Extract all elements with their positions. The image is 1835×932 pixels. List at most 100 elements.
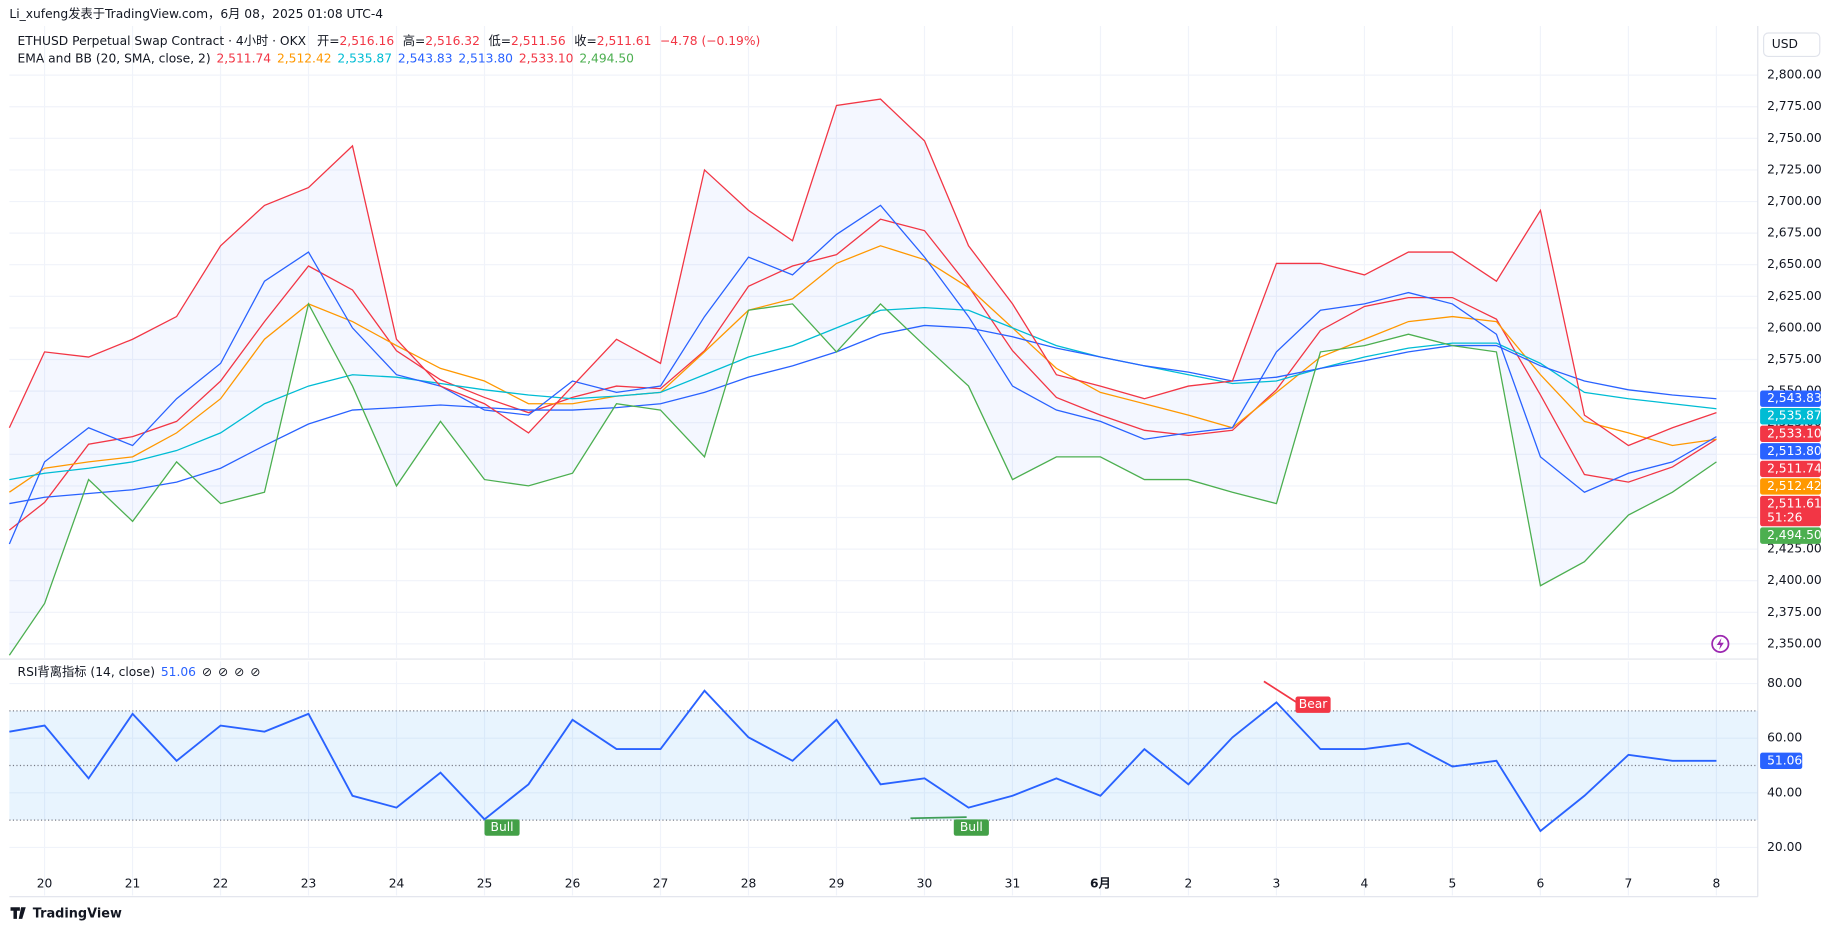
y-tick-label: 40.00 bbox=[1767, 785, 1802, 799]
price-tag bbox=[1760, 460, 1821, 478]
annotation-box bbox=[1295, 696, 1331, 713]
price-tag-label: 51.06 bbox=[1767, 753, 1802, 767]
countdown: 51:26 bbox=[1767, 511, 1803, 525]
x-tick-label: 6 bbox=[1537, 876, 1545, 890]
x-tick-label: 6月 bbox=[1090, 876, 1111, 890]
price-tag-label: 2,535.87 bbox=[1767, 409, 1822, 423]
ohlc-value: 2,516.16 bbox=[340, 34, 395, 48]
price-tag-label: 2,512.42 bbox=[1767, 479, 1822, 493]
annotation: Bear bbox=[1299, 697, 1328, 711]
y-tick-label: 2,350.00 bbox=[1767, 636, 1822, 650]
ohlc-value: 2,511.56 bbox=[511, 34, 566, 48]
symbol-legend: ETHUSD Perpetual Swap Contract · 4小时 · O… bbox=[18, 33, 761, 48]
price-tag bbox=[1760, 390, 1821, 407]
legend-value: 2,494.50 bbox=[579, 51, 634, 65]
y-tick-label: 20.00 bbox=[1767, 840, 1802, 854]
legend-value: 2,512.42 bbox=[277, 51, 332, 65]
x-tick-label: 4 bbox=[1361, 876, 1369, 890]
annotation: Bull bbox=[491, 820, 514, 834]
series-line bbox=[8, 302, 1717, 656]
y-tick-label: 2,750.00 bbox=[1767, 131, 1822, 145]
legend-value: 2,513.80 bbox=[458, 51, 513, 65]
ohlc-key: 开= bbox=[317, 34, 340, 48]
x-tick-label: 30 bbox=[917, 876, 933, 890]
y-tick-label: 80.00 bbox=[1767, 676, 1802, 690]
y-tick-label: 2,725.00 bbox=[1767, 162, 1822, 176]
legend-value: 2,543.83 bbox=[398, 51, 453, 65]
series-line bbox=[9, 689, 1717, 833]
annotation: Bull bbox=[960, 820, 983, 834]
y-tick-label: 2,650.00 bbox=[1767, 257, 1822, 271]
currency: USD bbox=[1772, 37, 1798, 51]
legend-value: 51.06 bbox=[161, 664, 196, 678]
price-tag-label: 2,511.61 bbox=[1767, 497, 1822, 511]
x-tick-label: 2 bbox=[1185, 876, 1193, 890]
x-tick-label: 7 bbox=[1625, 876, 1633, 890]
price-tag-label: 2,513.80 bbox=[1767, 444, 1822, 458]
x-tick-label: 26 bbox=[565, 876, 581, 890]
legend-symbol: ⊘ bbox=[234, 664, 244, 678]
x-tick-label: 3 bbox=[1273, 876, 1281, 890]
y-tick-label: 2,375.00 bbox=[1767, 605, 1822, 619]
ohlc-value: 2,511.61 bbox=[597, 34, 652, 48]
price-tag-label: 2,533.10 bbox=[1767, 426, 1822, 440]
symbol: ETHUSD Perpetual Swap Contract · 4小时 · O… bbox=[18, 34, 307, 48]
price-tag bbox=[1760, 527, 1821, 544]
annotation-box bbox=[953, 819, 989, 836]
legend-value: 2,535.87 bbox=[337, 51, 392, 65]
x-tick-label: 5 bbox=[1449, 876, 1457, 890]
y-tick-label: 2,800.00 bbox=[1767, 68, 1822, 82]
x-tick-label: 31 bbox=[1005, 876, 1021, 890]
logo-mark bbox=[10, 907, 26, 919]
indicator-title: EMA and BB (20, SMA, close, 2) bbox=[18, 51, 211, 65]
ohlc-key: 低= bbox=[488, 34, 511, 48]
legend-symbol: ⊘ bbox=[218, 664, 228, 678]
price-tag bbox=[1760, 443, 1821, 460]
x-tick-label: 22 bbox=[213, 876, 229, 890]
price-tag bbox=[1760, 478, 1821, 495]
y-tick-label: 2,775.00 bbox=[1767, 99, 1822, 113]
change: −4.78 (−0.19%) bbox=[660, 34, 760, 48]
legend-symbol: ⊘ bbox=[202, 664, 212, 678]
legend-symbol: ⊘ bbox=[250, 664, 260, 678]
series-line bbox=[9, 307, 1717, 481]
legend-value: 2,533.10 bbox=[519, 51, 574, 65]
y-tick-label: 2,400.00 bbox=[1767, 573, 1822, 587]
series-line bbox=[8, 98, 1717, 447]
price-tag-label: 2,511.74 bbox=[1767, 461, 1822, 475]
legend-value: 2,511.74 bbox=[216, 51, 271, 65]
divergence-line bbox=[1263, 680, 1298, 704]
x-tick-label: 25 bbox=[477, 876, 493, 890]
y-tick-label: 60.00 bbox=[1767, 731, 1802, 745]
x-tick-label: 28 bbox=[741, 876, 757, 890]
series-line bbox=[8, 245, 1717, 493]
indicator-legend: EMA and BB (20, SMA, close, 2) 2,511.74 2,… bbox=[18, 51, 634, 65]
y-tick-label: 2,425.00 bbox=[1767, 542, 1822, 556]
series-line bbox=[9, 324, 1717, 505]
x-tick-label: 23 bbox=[301, 876, 317, 890]
annotation-box bbox=[484, 819, 520, 836]
ohlc-key: 高= bbox=[403, 33, 426, 48]
y-tick-label: 2,575.00 bbox=[1767, 352, 1822, 366]
price-tag-label: 2,543.83 bbox=[1767, 391, 1822, 405]
ohlc-value: 2,516.32 bbox=[425, 34, 480, 48]
price-tag bbox=[1760, 425, 1821, 442]
band-fill bbox=[9, 99, 1717, 656]
alert-icon[interactable] bbox=[1711, 634, 1730, 653]
currency-box[interactable] bbox=[1763, 32, 1821, 57]
price-tag bbox=[1760, 752, 1803, 770]
ohlc-key: 收= bbox=[574, 34, 597, 48]
x-tick-label: 20 bbox=[37, 876, 53, 890]
y-tick-label: 2,675.00 bbox=[1767, 226, 1822, 240]
price-tag bbox=[1760, 408, 1821, 425]
y-tick-label: 2,625.00 bbox=[1767, 289, 1822, 303]
author-line: Li_xufeng发表于TradingView.com，6月 08，2025 0… bbox=[9, 6, 383, 21]
x-tick-label: 8 bbox=[1712, 876, 1720, 890]
alert-bolt bbox=[1716, 638, 1724, 650]
price-tag-label: 2,494.50 bbox=[1767, 528, 1822, 542]
logo: TradingView bbox=[33, 907, 122, 922]
x-tick-label: 21 bbox=[125, 876, 141, 890]
x-tick-label: 24 bbox=[389, 876, 405, 890]
